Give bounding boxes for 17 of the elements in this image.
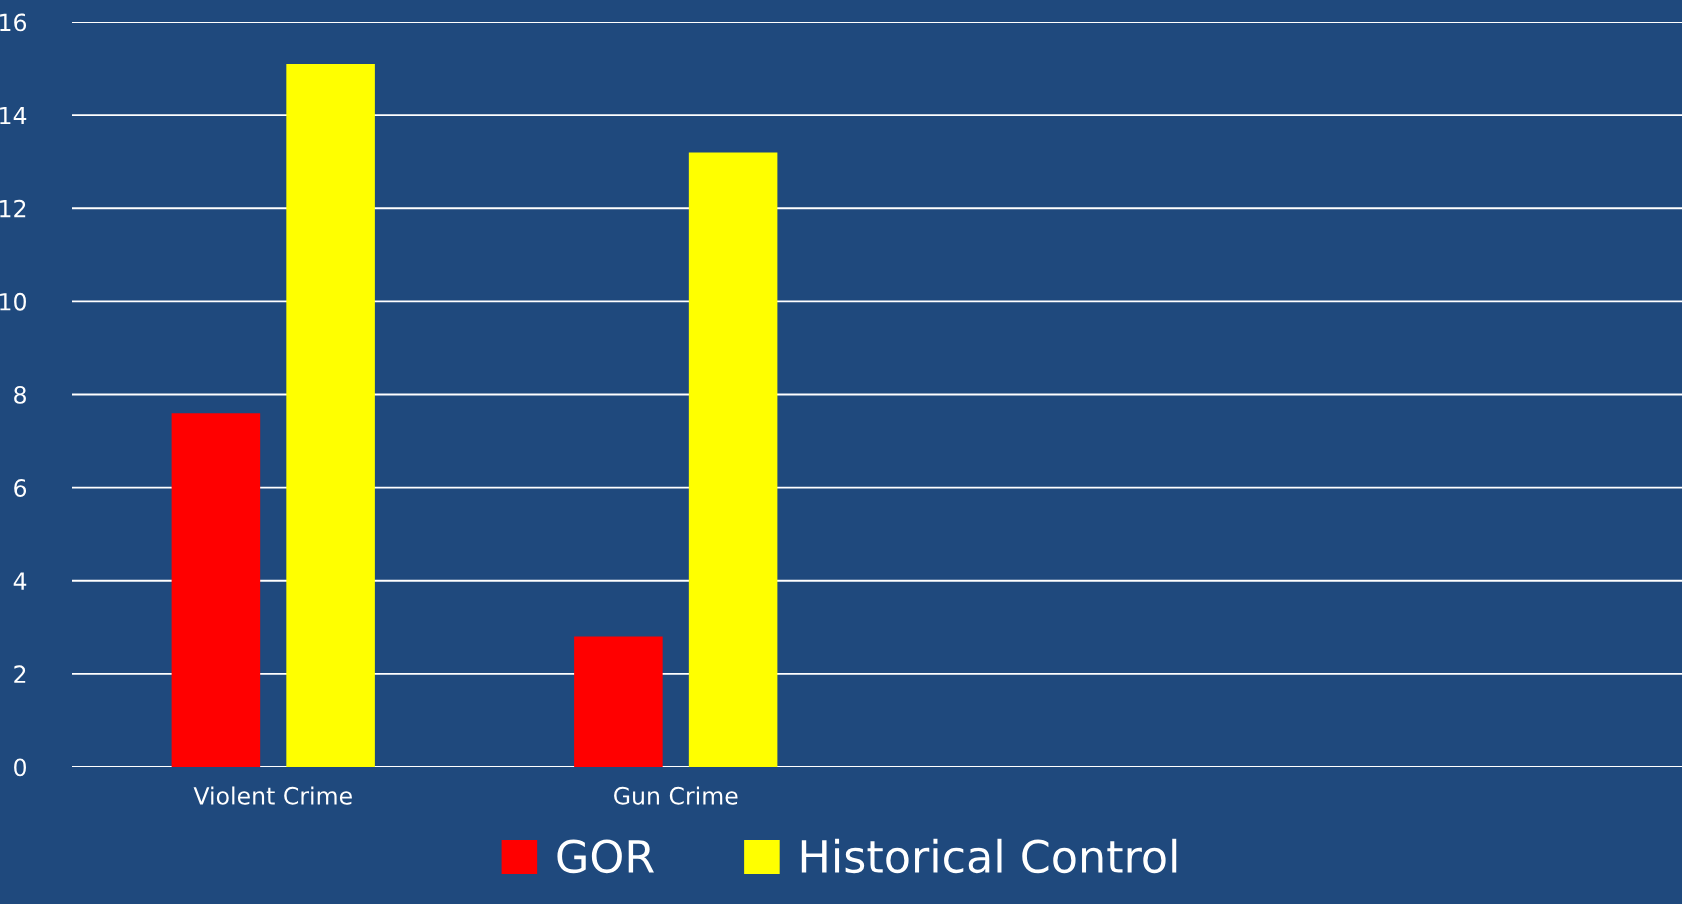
y-tick-label: 4 <box>13 572 27 590</box>
bar <box>171 413 261 767</box>
y-tick-label: 12 <box>0 199 26 218</box>
bar <box>688 152 778 767</box>
legend-label: Historical Control <box>801 838 1177 874</box>
legend-label: GOR <box>557 839 654 874</box>
y-tick-label: 6 <box>14 479 27 497</box>
x-tick-label: Gun Crime <box>614 786 738 805</box>
y-tick-label: 10 <box>0 292 26 311</box>
y-tick-label: 2 <box>14 665 26 683</box>
y-tick-label: 8 <box>14 385 26 404</box>
y-tick-label: 0 <box>14 758 26 777</box>
bar <box>574 636 663 767</box>
x-tick-label: Violent Crime <box>193 786 352 805</box>
y-tick-label: 16 <box>0 13 27 32</box>
bar <box>286 63 375 767</box>
y-tick-label: 14 <box>0 106 27 125</box>
